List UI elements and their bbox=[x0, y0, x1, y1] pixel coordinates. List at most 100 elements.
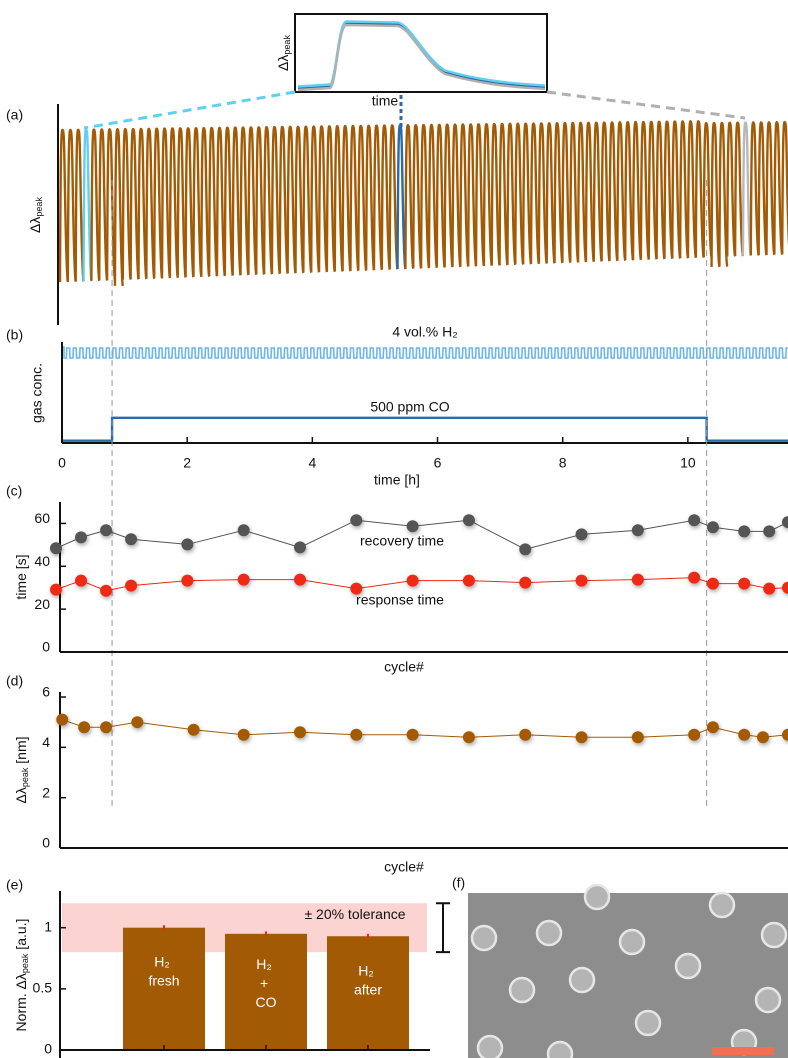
panel-label: (b) bbox=[6, 327, 23, 343]
inset-y-label: Δλpeak bbox=[275, 35, 293, 71]
marker bbox=[632, 731, 644, 743]
trace-cycle bbox=[139, 129, 147, 279]
trace-cycle bbox=[712, 123, 720, 267]
marker bbox=[463, 731, 475, 743]
trace-cycle bbox=[162, 129, 170, 278]
x-axis-label: time [h] bbox=[374, 472, 420, 488]
y-tick-label: 1 bbox=[44, 918, 52, 934]
panel-label: (e) bbox=[6, 877, 23, 893]
trace-cycle bbox=[507, 124, 515, 265]
trace-cycle bbox=[547, 123, 555, 263]
trace-cycle bbox=[358, 126, 366, 271]
trace-cycle bbox=[531, 124, 539, 264]
marker bbox=[763, 583, 775, 595]
particle bbox=[762, 923, 786, 947]
trace-cycle bbox=[759, 122, 767, 255]
trace-cycle bbox=[767, 122, 775, 255]
series-label: recovery time bbox=[360, 533, 444, 549]
trace-cycle bbox=[429, 125, 437, 268]
marker bbox=[350, 729, 362, 741]
trace-cycle bbox=[468, 124, 476, 266]
y-tick-label: 20 bbox=[34, 596, 50, 612]
label-part: peak bbox=[34, 197, 44, 217]
marker bbox=[707, 521, 719, 533]
marker bbox=[238, 729, 250, 741]
marker bbox=[181, 575, 193, 587]
zoom-line bbox=[84, 92, 295, 128]
trace-cycle bbox=[76, 130, 84, 282]
marker bbox=[738, 578, 750, 590]
trace-cycle bbox=[625, 122, 633, 260]
trace-cycle bbox=[555, 123, 563, 263]
trace-cycle bbox=[570, 123, 578, 262]
trace-cycle bbox=[146, 129, 154, 279]
trace-cycle bbox=[398, 125, 406, 269]
y-tick-label: 40 bbox=[34, 553, 50, 569]
series-label: 4 vol.% H₂ bbox=[392, 324, 457, 340]
marker bbox=[519, 543, 531, 555]
trace-cycle bbox=[421, 125, 429, 268]
marker bbox=[519, 577, 531, 589]
marker bbox=[782, 729, 788, 741]
x-axis-label: cycle# bbox=[384, 659, 424, 675]
panel-label: (d) bbox=[6, 673, 23, 689]
marker bbox=[576, 575, 588, 587]
marker bbox=[100, 721, 112, 733]
scale-bar bbox=[712, 1047, 774, 1055]
marker bbox=[738, 525, 750, 537]
bar bbox=[225, 934, 307, 1050]
marker bbox=[50, 584, 62, 596]
trace-cycle bbox=[751, 123, 759, 256]
label-part: Δλ bbox=[13, 787, 29, 803]
trace-cycle bbox=[374, 126, 382, 270]
trace-cycle bbox=[115, 129, 123, 286]
marker bbox=[181, 538, 193, 550]
trace-cycle bbox=[515, 124, 523, 265]
label-part: Norm. Δλ bbox=[13, 973, 29, 1031]
trace-cycle bbox=[704, 123, 712, 257]
marker bbox=[407, 729, 419, 741]
trace-cycle bbox=[350, 126, 358, 271]
h2-pulses bbox=[62, 347, 788, 358]
trace-cycle bbox=[233, 128, 241, 276]
trace-cycle bbox=[610, 122, 618, 260]
y-axis-label: Norm. Δλpeak [a.u.] bbox=[13, 919, 31, 1032]
trace-cycle bbox=[617, 122, 625, 260]
y-tick-label: 60 bbox=[34, 510, 50, 526]
y-axis-label: time [s] bbox=[13, 554, 29, 599]
trace-cycle bbox=[657, 122, 665, 259]
trace-cycle bbox=[327, 126, 335, 271]
trace-cycle bbox=[633, 122, 641, 260]
trace-cycle bbox=[641, 122, 649, 260]
trace-cycle bbox=[445, 125, 453, 267]
x-tick-label: 8 bbox=[559, 455, 567, 471]
marker bbox=[463, 575, 475, 587]
trace-cycle bbox=[743, 123, 751, 256]
trace-cycle bbox=[390, 125, 398, 269]
zoom-line bbox=[547, 92, 745, 118]
trace-cycle bbox=[178, 128, 186, 277]
marker bbox=[50, 542, 62, 554]
trace-cycle bbox=[664, 122, 672, 259]
trace-cycle bbox=[735, 123, 743, 256]
trace-cycle bbox=[303, 127, 311, 273]
particle bbox=[570, 968, 594, 992]
y-axis-label: Δλpeak bbox=[27, 197, 45, 233]
trace-cycle bbox=[311, 127, 319, 273]
marker bbox=[294, 541, 306, 553]
trace-cycle bbox=[523, 124, 531, 265]
marker bbox=[632, 574, 644, 586]
trace-cycle bbox=[272, 127, 280, 274]
marker bbox=[100, 524, 112, 536]
panel-label: (f) bbox=[452, 875, 465, 891]
trace-cycle bbox=[248, 127, 256, 274]
trace-cycle bbox=[154, 129, 162, 279]
trace-cycle bbox=[437, 125, 445, 268]
marker bbox=[576, 731, 588, 743]
marker bbox=[688, 572, 700, 584]
trace-cycle bbox=[500, 124, 508, 265]
y-tick-label: 4 bbox=[42, 734, 50, 750]
trace-cycle bbox=[288, 127, 296, 273]
trace-cycle bbox=[99, 129, 107, 280]
label-part: [nm] bbox=[13, 736, 29, 767]
